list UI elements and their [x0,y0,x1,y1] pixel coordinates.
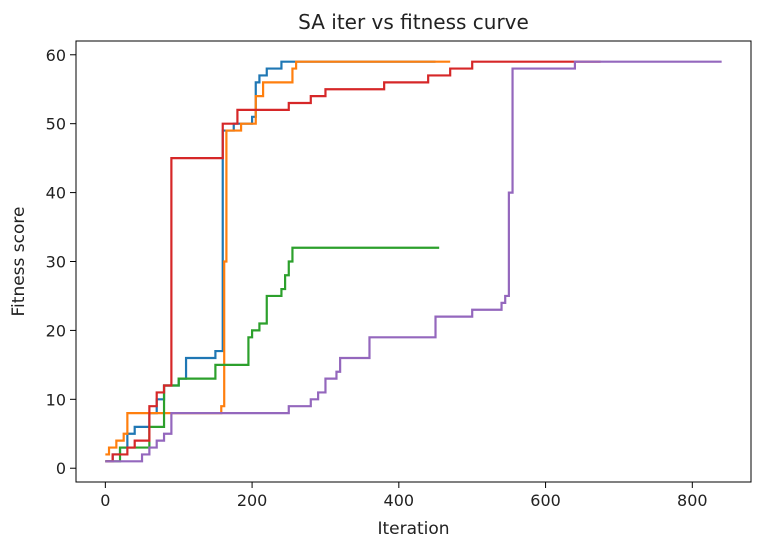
y-tick-label: 10 [46,390,66,409]
series-line-2 [105,60,451,456]
series-line-1 [105,60,436,463]
series-layer [105,60,722,463]
y-tick-label: 40 [46,184,66,203]
series-line-5 [105,60,722,463]
x-tick-label: 800 [677,491,708,510]
x-tick-label: 600 [530,491,561,510]
y-axis-label: Fitness score [9,207,29,317]
x-axis-label: Iteration [377,519,449,539]
y-tick-label: 20 [46,321,66,340]
y-tick-label: 60 [46,46,66,65]
x-tick-label: 200 [237,491,268,510]
series-line-3 [105,246,440,463]
y-tick-label: 50 [46,115,66,134]
y-tick-label: 0 [56,459,66,478]
chart-title: SA iter vs fitness curve [298,10,529,34]
series-line-4 [105,60,601,463]
plot-frame [75,40,752,483]
plot-area [75,40,752,483]
x-tick-label: 0 [100,491,110,510]
x-tick-label: 400 [384,491,415,510]
x-axis-ticks: 0 200 400 600 800 [100,482,708,510]
y-axis-ticks: 0 10 20 30 40 50 60 [46,46,76,478]
y-tick-label: 30 [46,253,66,272]
